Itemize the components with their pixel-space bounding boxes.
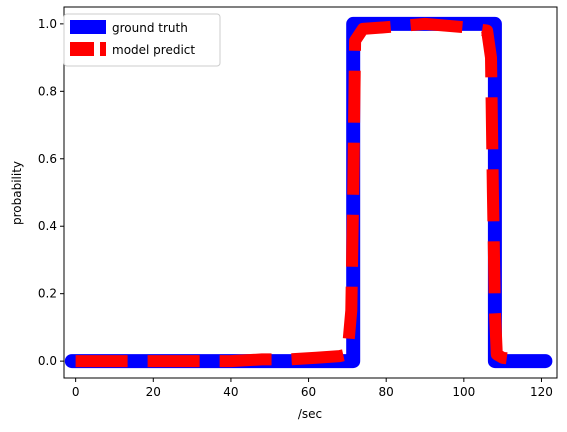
x-tick-label: 100 <box>452 385 475 399</box>
series-line-model-predict <box>75 17 516 368</box>
x-tick-label: 0 <box>72 385 80 399</box>
x-tick-label: 60 <box>301 385 316 399</box>
y-tick-label: 1.0 <box>38 17 57 31</box>
plot-background <box>64 7 557 378</box>
x-tick-label: 40 <box>223 385 238 399</box>
x-axis-label: /sec <box>298 407 322 421</box>
y-tick-label: 0.6 <box>38 152 57 166</box>
y-axis: 0.0 0.2 0.4 0.6 0.8 1.0 <box>38 17 64 368</box>
x-tick-label: 120 <box>530 385 553 399</box>
x-tick-label: 80 <box>379 385 394 399</box>
legend-label-model-predict: model predict <box>112 43 195 57</box>
y-tick-label: 0.0 <box>38 354 57 368</box>
y-tick-label: 0.8 <box>38 84 57 98</box>
x-axis: 0 20 40 60 80 100 120 <box>72 378 553 399</box>
legend-label-ground-truth: ground truth <box>112 21 188 35</box>
legend: ground truth model predict <box>63 13 221 67</box>
plot-frame <box>63 6 558 379</box>
y-tick-label: 0.4 <box>38 219 57 233</box>
y-tick-label: 0.2 <box>38 287 57 301</box>
x-tick-label: 20 <box>146 385 161 399</box>
series-layer <box>64 16 553 369</box>
y-axis-label: probability <box>10 161 24 225</box>
